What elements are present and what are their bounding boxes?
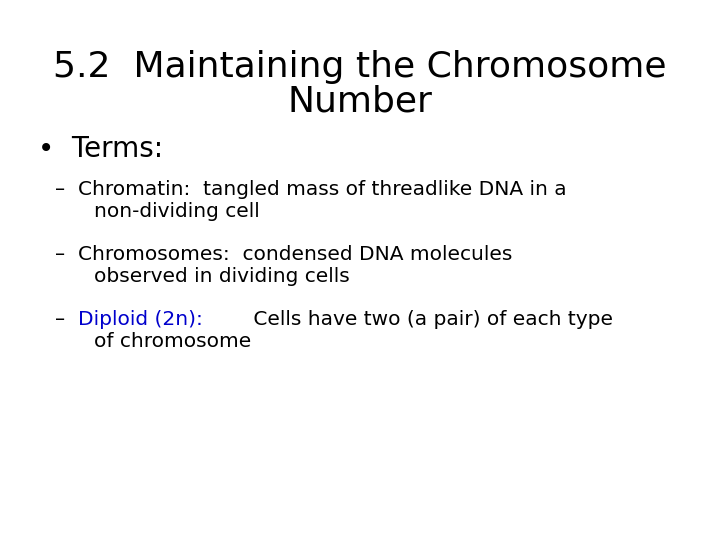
Text: •  Terms:: • Terms: — [38, 135, 163, 163]
Text: –: – — [55, 310, 65, 329]
Text: Chromatin:  tangled mass of threadlike DNA in a: Chromatin: tangled mass of threadlike DN… — [78, 180, 567, 199]
Text: Cells have two (a pair) of each type: Cells have two (a pair) of each type — [248, 310, 613, 329]
Text: –: – — [55, 180, 65, 199]
Text: 5.2  Maintaining the Chromosome: 5.2 Maintaining the Chromosome — [53, 50, 667, 84]
Text: –: – — [55, 245, 65, 264]
Text: of chromosome: of chromosome — [94, 332, 251, 351]
Text: observed in dividing cells: observed in dividing cells — [94, 267, 350, 286]
Text: Number: Number — [287, 85, 433, 119]
Text: Diploid (2n):: Diploid (2n): — [78, 310, 210, 329]
Text: Chromosomes:  condensed DNA molecules: Chromosomes: condensed DNA molecules — [78, 245, 513, 264]
Text: non-dividing cell: non-dividing cell — [94, 202, 260, 221]
